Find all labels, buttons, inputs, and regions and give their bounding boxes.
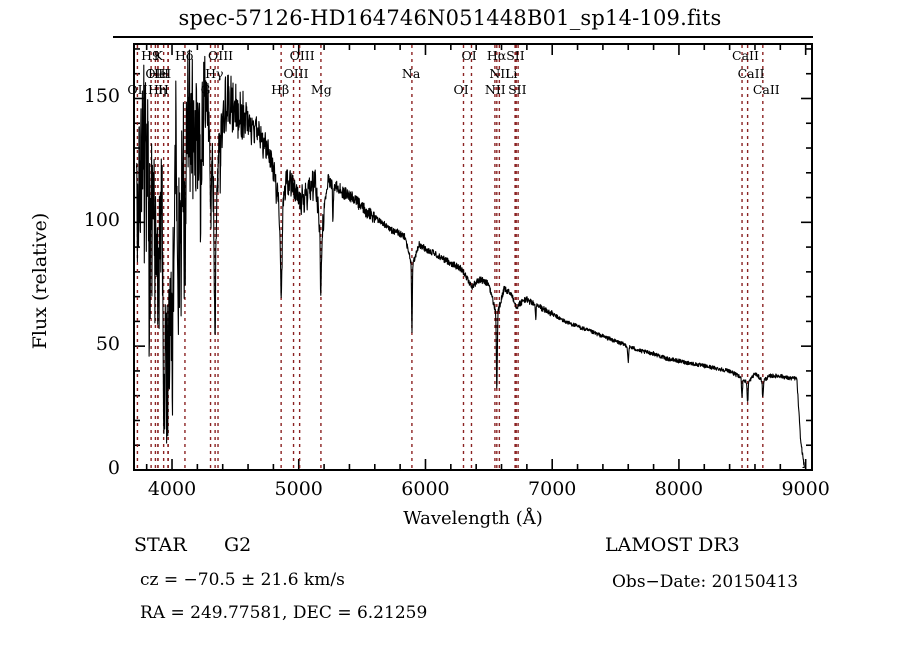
- spectral-line-label: G: [200, 82, 211, 97]
- spectral-line-label: SII: [506, 48, 525, 63]
- y-tick-label: 50: [95, 333, 120, 356]
- x-tick-label: 4000: [147, 478, 197, 500]
- y-tick-label: 0: [107, 457, 120, 479]
- plot-frame: [133, 43, 813, 471]
- spectral-line-label: CaII: [732, 48, 759, 63]
- spectral-line-label: H9: [141, 48, 160, 63]
- spectral-line-label: OIII: [283, 66, 309, 81]
- spectral-line-label: Hβ: [271, 82, 290, 97]
- survey-name: LAMOST DR3: [605, 534, 740, 556]
- spectral-line-label: Mg: [310, 82, 332, 97]
- spectral-line-label: Hδ: [174, 48, 194, 63]
- page-title: spec-57126-HD164746N051448B01_sp14-109.f…: [178, 6, 722, 30]
- spectral-line-label: K: [153, 48, 163, 63]
- spectral-line-label: OIII: [289, 48, 315, 63]
- spectral-line-label: CaII: [737, 66, 765, 81]
- spectral-line-label: NII: [489, 66, 511, 81]
- observation-date: Obs−Date: 20150413: [612, 572, 799, 592]
- spectral-line-label: HeI: [147, 66, 172, 81]
- spectral-line-label: Hα: [486, 48, 507, 63]
- x-axis-label: Wavelength (Å): [403, 508, 543, 529]
- spectral-line-label: OII: [145, 66, 166, 81]
- spectral-line-label: H: [158, 66, 170, 81]
- spectral-line-label: CaII: [752, 82, 780, 97]
- spectral-line-label: Hγ: [205, 66, 224, 81]
- y-tick-label: 100: [83, 209, 120, 232]
- spectral-line-label: OI: [461, 48, 477, 63]
- y-tick-label: 150: [83, 85, 120, 108]
- coordinates: RA = 249.77581, DEC = 6.21259: [140, 603, 428, 623]
- x-tick-label: 5000: [274, 478, 323, 500]
- spectral-line-label: Li: [505, 66, 518, 81]
- spectral-line-label: NII: [484, 82, 506, 97]
- object-subclass: G2: [224, 534, 252, 556]
- spectral-line-label: OI: [453, 82, 469, 97]
- spectral-line-label: Hη: [147, 82, 167, 97]
- object-class: STAR: [134, 534, 187, 556]
- title-rule: [113, 36, 813, 38]
- spectral-line-label: Na: [401, 66, 421, 81]
- spectral-line-label: H: [157, 82, 169, 97]
- x-tick-label: 7000: [528, 478, 577, 500]
- spectral-line-label: OIII: [208, 48, 234, 63]
- spectral-line-label: SII: [508, 82, 527, 97]
- spectrum-trace: [135, 49, 805, 469]
- x-tick-label: 6000: [401, 478, 450, 500]
- spectral-line-label: OII: [127, 82, 148, 97]
- redshift-velocity: cz = −70.5 ± 21.6 km/s: [140, 570, 345, 590]
- x-tick-label: 8000: [654, 478, 704, 500]
- x-tick-label: 9000: [781, 478, 830, 500]
